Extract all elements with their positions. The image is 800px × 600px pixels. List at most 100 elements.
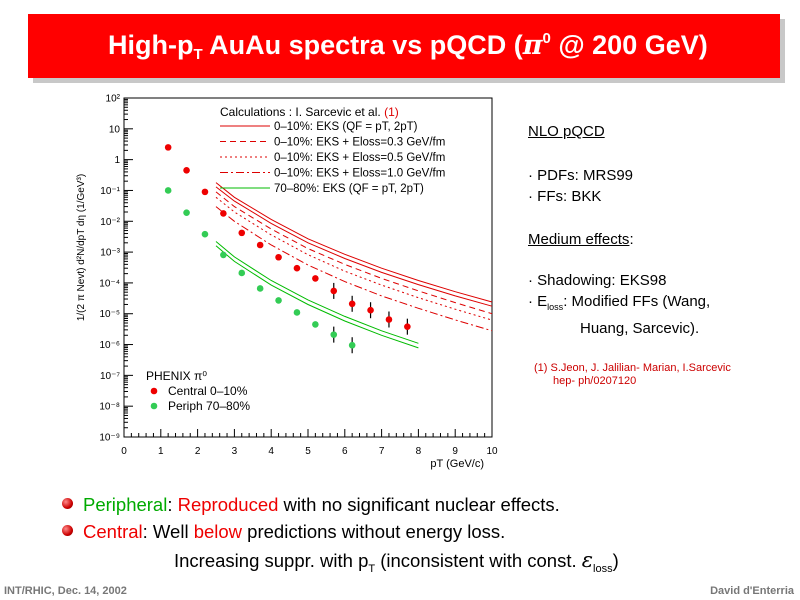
title-mid: AuAu spectra vs pQCD ( (202, 30, 523, 60)
calc-legend-entry: 0–10%: EKS + Eloss=0.5 GeV/fm (274, 152, 445, 164)
title-banner: High-pT AuAu spectra vs pQCD (π0 @ 200 G… (28, 14, 780, 78)
bullet-suppr-a: Increasing suppr. with p (174, 550, 369, 571)
calc-legend-entry: 70–80%: EKS (QF = pT, 2pT) (274, 183, 424, 195)
data-legend-entry: Central 0–10% (168, 384, 248, 398)
pdfs-line: · PDFs: MRS99 (528, 167, 634, 184)
central-data-point (220, 210, 227, 217)
title-pi-sup: 0 (542, 30, 551, 47)
footer-right: David d'Enterria (710, 585, 794, 597)
bullet-suppr-b: (inconsistent with const. (375, 550, 582, 571)
central-data-point (293, 264, 301, 272)
title-post: @ 200 GeV) (550, 30, 708, 60)
theory-curve (215, 186, 493, 307)
footer-left: INT/RHIC, Dec. 14, 2002 (4, 585, 127, 597)
x-tick-label: 0 (121, 446, 127, 457)
y-tick-label: 10⁻⁹ (99, 433, 120, 444)
bullet-peripheral-label: Peripheral (83, 494, 168, 515)
peripheral-data-point (293, 309, 301, 316)
bullet-central-a: : Well (142, 521, 194, 542)
x-tick-label: 6 (342, 446, 348, 457)
shadowing-line: · Shadowing: EKS98 (528, 272, 667, 289)
central-data-point (201, 188, 209, 196)
central-data-point (404, 323, 411, 330)
central-data-point (367, 306, 374, 314)
y-tick-label: 10⁻² (100, 217, 120, 228)
medium-heading: Medium effects: (528, 231, 634, 248)
data-legend-marker (150, 387, 158, 395)
eloss-line: · Eloss: Modified FFs (Wang, (528, 293, 710, 312)
spectra-chart: 0 1 2 3 4 5 6 7 8 9 10 10² 10 1 10⁻¹ 10⁻² 10⁻³ 10⁻⁴ 10⁻⁵ 10… (76, 94, 498, 471)
y-tick-label: 10⁻⁶ (99, 340, 120, 351)
theory-curve (215, 245, 419, 349)
title-pi: π (522, 30, 543, 61)
y-tick-label: 1 (114, 155, 120, 166)
bullet-peripheral: Peripheral: Reproduced with no significa… (62, 494, 560, 516)
x-tick-label: 3 (232, 446, 238, 457)
ref-line-2: hep- ph/0207120 (553, 375, 637, 387)
calc-legend-ref: (1) (381, 105, 399, 119)
y-tick-label: 10⁻¹ (100, 186, 120, 197)
y-tick-label: 10⁻⁸ (99, 402, 120, 413)
peripheral-data-point (201, 230, 209, 238)
central-data-point (385, 316, 393, 323)
theory-curve (215, 182, 493, 303)
ref-line-1: (1) S.Jeon, J. Jalilian- Marian, I.Sarce… (534, 362, 731, 374)
data-legend-marker (150, 402, 158, 410)
bullet-peripheral-rest: with no significant nuclear effects. (278, 494, 560, 515)
x-tick-label: 5 (305, 446, 311, 457)
y-tick-label: 10² (106, 94, 121, 105)
peripheral-data-point (183, 209, 190, 216)
central-data-point (275, 253, 282, 261)
x-tick-label: 8 (416, 446, 422, 457)
y-axis-label: 1/(2 π Nevt) d²N/dpT dη (1/GeV³) (76, 174, 87, 321)
medium-heading-colon: : (629, 231, 634, 248)
bullet-dot-icon (62, 498, 73, 509)
central-data-point (312, 275, 319, 282)
bullet-central-b: predictions without energy loss. (242, 521, 506, 542)
peripheral-data-point (275, 297, 282, 304)
y-tick-label: 10⁻³ (100, 248, 120, 259)
x-tick-label: 10 (486, 446, 498, 457)
peripheral-data-point (312, 321, 319, 328)
bullet-central-below: below (193, 521, 243, 542)
peripheral-data-point (238, 269, 246, 277)
central-data-point (238, 229, 246, 237)
calc-legend-entry: 0–10%: EKS + Eloss=0.3 GeV/fm (274, 137, 445, 149)
nlo-heading: NLO pQCD (528, 123, 605, 140)
data-legend-entry: Periph 70–80% (168, 399, 250, 413)
y-tick-label: 10⁻⁷ (100, 371, 120, 382)
bullet-peripheral-colon: : (167, 494, 178, 515)
bullet-suppr-c: ) (612, 550, 619, 571)
eloss-text: : Modified FFs (Wang, (563, 293, 711, 310)
central-data-point (183, 167, 190, 174)
x-axis-label: pT (GeV/c) (430, 458, 484, 470)
theory-curve (215, 191, 493, 315)
central-data-point (256, 241, 264, 249)
theory-curve (215, 206, 493, 332)
bullet-central-label: Central (83, 521, 143, 542)
title-pre: High-p (108, 30, 194, 60)
bullet-central: Central: Well below predictions without … (62, 521, 505, 543)
bullet-peripheral-reproduced: Reproduced (177, 494, 279, 515)
bullet-suppression: Increasing suppr. with pT (inconsistent … (174, 548, 619, 575)
y-tick-label: 10⁻⁵ (99, 309, 120, 320)
calc-legend-entry: 0–10%: EKS (QF = pT, 2pT) (274, 121, 418, 133)
data-legend-title: PHENIX π⁰ (146, 369, 207, 383)
medium-heading-text: Medium effects (528, 231, 630, 248)
x-tick-label: 4 (268, 446, 274, 457)
calc-legend-entry: 0–10%: EKS + Eloss=1.0 GeV/fm (274, 168, 445, 180)
central-data-point (164, 144, 172, 151)
central-data-point (348, 300, 356, 308)
x-tick-label: 2 (195, 446, 201, 457)
theory-curve (215, 241, 419, 344)
x-tick-label: 1 (158, 446, 164, 457)
ffs-line: · FFs: BKK (528, 188, 602, 205)
peripheral-data-point (256, 285, 264, 292)
peripheral-data-point (220, 251, 227, 259)
calc-legend-title: Calculations : I. Sarcevic et al. (1) (220, 105, 399, 119)
y-tick-label: 10⁻⁴ (99, 278, 120, 289)
bullet-suppr-pt-sub: T (368, 563, 376, 575)
bullet-dot-icon (62, 525, 73, 536)
x-tick-label: 9 (452, 446, 458, 457)
y-tick-label: 10 (109, 124, 121, 135)
